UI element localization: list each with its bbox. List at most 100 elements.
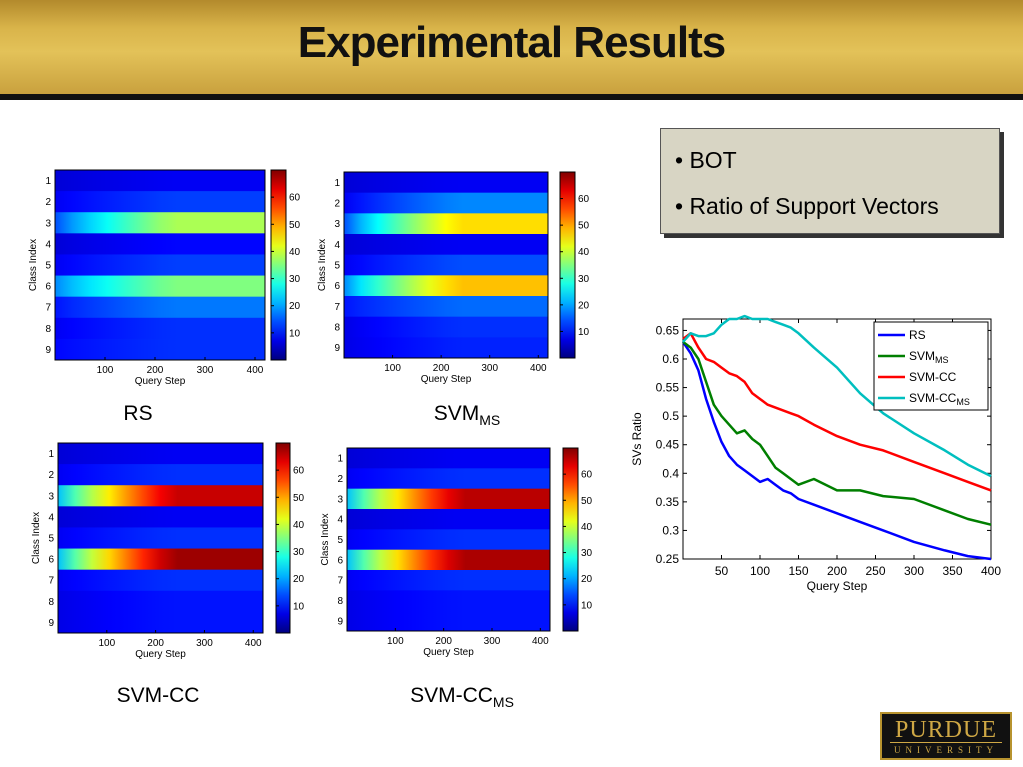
- x-tick-label: 100: [750, 564, 770, 578]
- heatmap-row-svm_ms-6: [344, 275, 548, 297]
- y-tick-label: 4: [48, 512, 54, 523]
- y-tick-label: 8: [48, 597, 54, 608]
- colorbar-tick-label: 50: [578, 221, 590, 232]
- y-tick-label: 3: [334, 219, 340, 230]
- x-tick-label: 400: [245, 638, 262, 649]
- heatmap-row-svm_ms-9: [344, 337, 548, 359]
- colorbar-tick-label: 40: [578, 247, 590, 258]
- y-tick-label: 3: [337, 494, 343, 505]
- y-tick-label: 9: [45, 345, 51, 356]
- y-axis-label: Class Index: [317, 239, 328, 291]
- colorbar: [270, 169, 287, 361]
- y-tick-label: 0.45: [656, 438, 680, 452]
- logo-sub: UNIVERSITY: [894, 745, 998, 755]
- bullet-ratio-support-vectors: • Ratio of Support Vectors: [675, 193, 939, 219]
- colorbar-tick-label: 20: [581, 574, 593, 585]
- heatmap-row-rs-1: [55, 170, 265, 192]
- x-tick-label: 200: [147, 638, 164, 649]
- colorbar-tick-label: 60: [289, 193, 301, 204]
- y-tick-label: 1: [48, 449, 54, 460]
- heatmap-row-svm_cc_ms-1: [347, 448, 550, 469]
- colorbar-tick-label: 10: [581, 600, 593, 611]
- x-tick-label: 100: [98, 638, 115, 649]
- y-tick-label: 0.55: [656, 381, 680, 395]
- y-tick-label: 4: [337, 515, 343, 526]
- y-tick-label: 7: [48, 576, 54, 587]
- heatmap-row-svm_cc-6: [58, 548, 263, 571]
- y-tick-label: 7: [334, 302, 340, 313]
- y-tick-label: 4: [45, 239, 51, 250]
- colorbar: [275, 442, 291, 634]
- heatmap-svm_cc_ms: 1 2 3 4 5 6 7 8 9 100 200 300 400 Query Step Class Ind…: [320, 447, 593, 658]
- y-tick-label: 1: [337, 454, 343, 465]
- y-tick-label: 0.3: [662, 523, 679, 537]
- heatmap-row-rs-5: [55, 254, 265, 277]
- heatmap-frame: [346, 447, 551, 632]
- heatmap-row-svm_cc_ms-5: [347, 529, 550, 551]
- y-tick-label: 3: [48, 491, 54, 502]
- heatmap-svm_ms: 1 2 3 4 5 6 7 8 9 100 200 300 400 Query Step Class Ind…: [317, 171, 590, 385]
- y-tick-label: 1: [45, 176, 51, 187]
- logo-word: PURDUE: [894, 717, 997, 743]
- y-tick-label: 2: [337, 474, 343, 485]
- colorbar-tick-label: 20: [289, 301, 301, 312]
- page-title: Experimental Results: [297, 18, 727, 67]
- y-axis-label: Class Index: [320, 513, 331, 565]
- heatmap-row-svm_cc_ms-6: [347, 549, 550, 571]
- y-axis-label: SVs Ratio: [630, 412, 644, 466]
- colorbar-tick-label: 60: [578, 194, 590, 205]
- heatmap-row-svm_cc-5: [58, 527, 263, 550]
- heatmap-rs: 1 2 3 4 5 6 7 8 9 100 200 300 400 Query Step Class Ind…: [28, 169, 301, 387]
- heatmap-row-rs-6: [55, 275, 265, 298]
- y-tick-label: 0.5: [662, 409, 679, 423]
- heatmap-row-svm_cc_ms-3: [347, 488, 550, 510]
- x-tick-label: 400: [532, 636, 549, 647]
- colorbar-tick-label: 10: [578, 327, 590, 338]
- x-tick-label: 300: [481, 363, 498, 374]
- heatmap-svm_cc: 1 2 3 4 5 6 7 8 9 100 200 300 400 Query Step Class Ind…: [31, 442, 305, 660]
- y-tick-label: 0.65: [656, 323, 680, 337]
- colorbar-tick-label: 10: [289, 328, 301, 339]
- x-axis-label: Query Step: [421, 374, 472, 385]
- colorbar-tick-label: 60: [581, 470, 593, 481]
- x-axis-label: Query Step: [135, 649, 186, 660]
- heatmap-row-svm_cc_ms-4: [347, 509, 550, 530]
- heatmap-row-svm_ms-4: [344, 234, 548, 256]
- colorbar-tick-label: 50: [293, 493, 305, 504]
- heatmap-frame: [57, 442, 264, 634]
- caption-svm-ms: SVMMS: [433, 402, 501, 429]
- line-chart-svs_ratio: 0.25 0.3 0.35 0.4 0.45 0.5 0.55 0.6 0.65 50 100 150…: [630, 314, 1001, 593]
- x-tick-label: 400: [981, 564, 1001, 578]
- x-tick-label: 250: [865, 564, 885, 578]
- heatmap-row-rs-4: [55, 233, 265, 255]
- x-tick-label: 200: [435, 636, 452, 647]
- purdue-logo: PURDUE UNIVERSITY: [880, 712, 1012, 760]
- x-axis-label: Query Step: [807, 579, 868, 593]
- y-tick-label: 5: [45, 261, 51, 272]
- logo-divider: [890, 742, 1002, 743]
- heatmap-row-svm_cc-1: [58, 443, 263, 465]
- heatmap-row-rs-9: [55, 338, 265, 361]
- y-tick-label: 6: [48, 555, 54, 566]
- x-tick-label: 300: [196, 638, 213, 649]
- x-tick-label: 300: [484, 636, 501, 647]
- y-tick-label: 5: [334, 261, 340, 272]
- y-tick-label: 8: [334, 323, 340, 334]
- x-tick-label: 200: [827, 564, 847, 578]
- heatmap-row-svm_ms-1: [344, 172, 548, 194]
- caption-svm-cc: SVM-CC: [116, 684, 200, 707]
- heatmap-row-rs-7: [55, 296, 265, 319]
- heatmap-row-svm_cc-7: [58, 569, 263, 592]
- caption-svm-cc-ms: SVM-CCMS: [410, 684, 514, 711]
- y-tick-label: 0.6: [662, 352, 679, 366]
- colorbar-tick-label: 30: [581, 548, 593, 559]
- legend-label-svm_cc: SVM-CC: [909, 370, 957, 384]
- y-tick-label: 3: [45, 218, 51, 229]
- y-tick-label: 9: [48, 618, 54, 629]
- heatmap-row-svm_ms-7: [344, 296, 548, 318]
- colorbar-tick-label: 40: [289, 247, 301, 258]
- x-tick-label: 400: [530, 363, 547, 374]
- heatmap-row-svm_cc-3: [58, 485, 263, 507]
- y-tick-label: 7: [337, 576, 343, 587]
- legend-box: [873, 321, 989, 411]
